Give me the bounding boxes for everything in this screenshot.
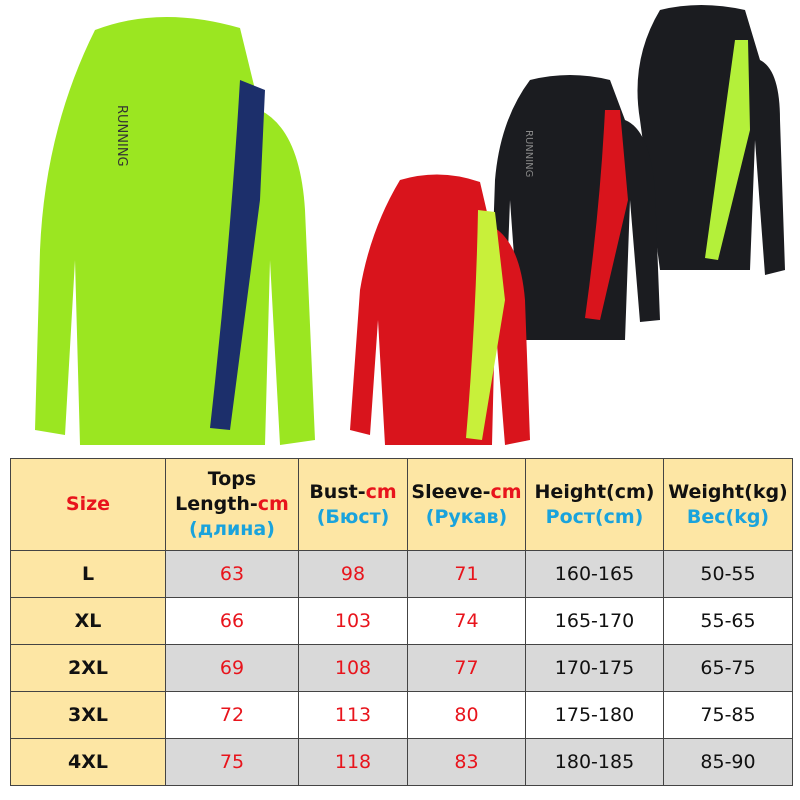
header-height: Height(cm) Рост(cm) bbox=[525, 458, 664, 551]
product-photo: RUNNING RUNNING bbox=[35, 5, 785, 446]
cell-height: 160-165 bbox=[525, 550, 664, 598]
cell-length: 69 bbox=[165, 644, 299, 692]
running-print: RUNNING bbox=[114, 105, 129, 167]
hoodie-black-front: RUNNING bbox=[490, 75, 660, 340]
table-row: XL 66 103 74 165-170 55-65 bbox=[10, 597, 793, 645]
cell-length: 66 bbox=[165, 597, 299, 645]
table-header-row: Size Tops Length-cm (длина) Bust-cm (Бюст) … bbox=[10, 458, 793, 551]
cell-bust: 108 bbox=[298, 644, 408, 692]
cell-length: 72 bbox=[165, 691, 299, 739]
table-row: L 63 98 71 160-165 50-55 bbox=[10, 550, 793, 598]
table-row: 4XL 75 118 83 180-185 85-90 bbox=[10, 738, 793, 786]
cell-size: 2XL bbox=[10, 644, 166, 692]
header-length: Tops Length-cm (длина) bbox=[165, 458, 299, 551]
cell-height: 165-170 bbox=[525, 597, 664, 645]
running-print: RUNNING bbox=[523, 130, 534, 177]
cell-sleeve: 80 bbox=[407, 691, 526, 739]
cell-bust: 103 bbox=[298, 597, 408, 645]
size-chart-table: Size Tops Length-cm (длина) Bust-cm (Бюст) … bbox=[10, 458, 793, 786]
cell-size: 3XL bbox=[10, 691, 166, 739]
cell-size: 4XL bbox=[10, 738, 166, 786]
header-sleeve: Sleeve-cm (Рукав) bbox=[407, 458, 526, 551]
cell-weight: 50-55 bbox=[663, 550, 793, 598]
cell-height: 170-175 bbox=[525, 644, 664, 692]
cell-bust: 113 bbox=[298, 691, 408, 739]
table-row: 3XL 72 113 80 175-180 75-85 bbox=[10, 691, 793, 739]
cell-length: 63 bbox=[165, 550, 299, 598]
cell-size: L bbox=[10, 550, 166, 598]
table-row: 2XL 69 108 77 170-175 65-75 bbox=[10, 644, 793, 692]
header-weight: Weight(kg) Вес(kg) bbox=[663, 458, 793, 551]
cell-sleeve: 77 bbox=[407, 644, 526, 692]
hoodie-black-back bbox=[637, 5, 785, 275]
hoodie-green: RUNNING bbox=[35, 16, 315, 446]
cell-weight: 85-90 bbox=[663, 738, 793, 786]
cell-size: XL bbox=[10, 597, 166, 645]
cell-sleeve: 83 bbox=[407, 738, 526, 786]
header-size: Size bbox=[10, 458, 166, 551]
cell-length: 75 bbox=[165, 738, 299, 786]
cell-bust: 118 bbox=[298, 738, 408, 786]
cell-height: 175-180 bbox=[525, 691, 664, 739]
cell-sleeve: 71 bbox=[407, 550, 526, 598]
cell-bust: 98 bbox=[298, 550, 408, 598]
hoodie-red bbox=[350, 174, 530, 445]
cell-sleeve: 74 bbox=[407, 597, 526, 645]
cell-weight: 55-65 bbox=[663, 597, 793, 645]
cell-weight: 75-85 bbox=[663, 691, 793, 739]
cell-height: 180-185 bbox=[525, 738, 664, 786]
cell-weight: 65-75 bbox=[663, 644, 793, 692]
header-bust: Bust-cm (Бюст) bbox=[298, 458, 408, 551]
